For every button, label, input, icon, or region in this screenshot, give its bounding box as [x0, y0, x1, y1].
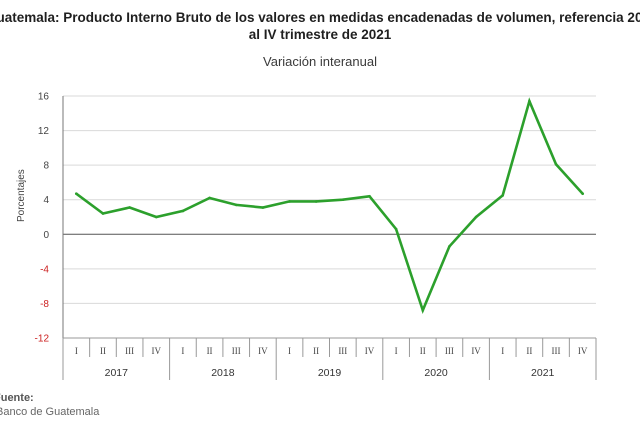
y-axis-label: Porcentajes — [16, 169, 27, 222]
data-point — [181, 209, 185, 213]
x-tick-label-quarter: IV — [578, 346, 588, 356]
y-tick-label: 0 — [43, 230, 49, 241]
source-text: Banco de Guatemala — [0, 406, 100, 418]
data-point — [581, 192, 584, 195]
data-point — [554, 162, 558, 166]
x-tick-label-quarter: II — [313, 346, 319, 356]
x-tick-label-year: 2020 — [424, 367, 448, 379]
x-tick-label-quarter: III — [445, 346, 454, 356]
x-tick-label-quarter: III — [338, 346, 347, 356]
data-point — [288, 200, 291, 203]
data-point — [154, 215, 158, 219]
data-point — [501, 194, 505, 197]
x-tick-label-year: 2021 — [531, 367, 555, 379]
x-tick-label-quarter: II — [420, 346, 426, 356]
y-tick-label: -12 — [35, 334, 50, 345]
data-point — [341, 198, 345, 202]
x-tick-label-quarter: I — [75, 346, 78, 356]
x-tick-label-quarter: I — [395, 346, 398, 356]
x-tick-label-quarter: III — [552, 346, 561, 356]
x-tick-label-quarter: II — [207, 346, 213, 356]
x-tick-label-quarter: II — [100, 346, 106, 356]
x-tick-label-quarter: I — [288, 346, 291, 356]
data-point — [474, 215, 478, 219]
x-tick-label-quarter: IV — [365, 346, 375, 356]
y-tick-label: -4 — [40, 264, 49, 275]
series-line — [75, 97, 585, 315]
x-tick-label-year: 2019 — [318, 367, 342, 379]
data-point — [261, 206, 265, 209]
data-point — [128, 206, 131, 209]
data-point — [421, 309, 425, 312]
data-point — [528, 99, 531, 103]
x-tick-label-quarter: II — [526, 346, 532, 356]
source-label: Fuente: — [0, 392, 34, 404]
data-point — [314, 200, 318, 203]
x-tick-label-quarter: III — [232, 346, 241, 356]
x-tick-label-quarter: III — [125, 346, 134, 356]
data-point — [368, 194, 371, 198]
y-tick-label: 16 — [38, 92, 50, 103]
data-point — [448, 245, 451, 248]
chart-title: Guatemala: Producto Interno Bruto de los… — [0, 10, 640, 25]
x-tick-label-quarter: IV — [471, 346, 481, 356]
data-point — [75, 192, 78, 195]
x-tick-label-quarter: I — [181, 346, 184, 356]
x-tick-label-quarter: I — [501, 346, 504, 356]
data-point — [208, 196, 211, 200]
x-tick-label-quarter: IV — [152, 346, 162, 356]
x-tick-label-year: 2018 — [211, 367, 235, 379]
y-tick-label: 12 — [38, 126, 50, 137]
data-point — [394, 227, 398, 231]
x-tick-label-quarter: IV — [258, 346, 268, 356]
data-point — [101, 212, 105, 215]
y-tick-label: 4 — [43, 195, 49, 206]
y-tick-label: -8 — [40, 299, 49, 310]
chart-subtitle: Variación interanual — [263, 54, 377, 69]
x-tick-label-year: 2017 — [105, 367, 129, 379]
y-tick-label: 8 — [43, 161, 49, 172]
chart-title-line2: al IV trimestre de 2021 — [248, 27, 392, 42]
data-point — [234, 203, 238, 207]
